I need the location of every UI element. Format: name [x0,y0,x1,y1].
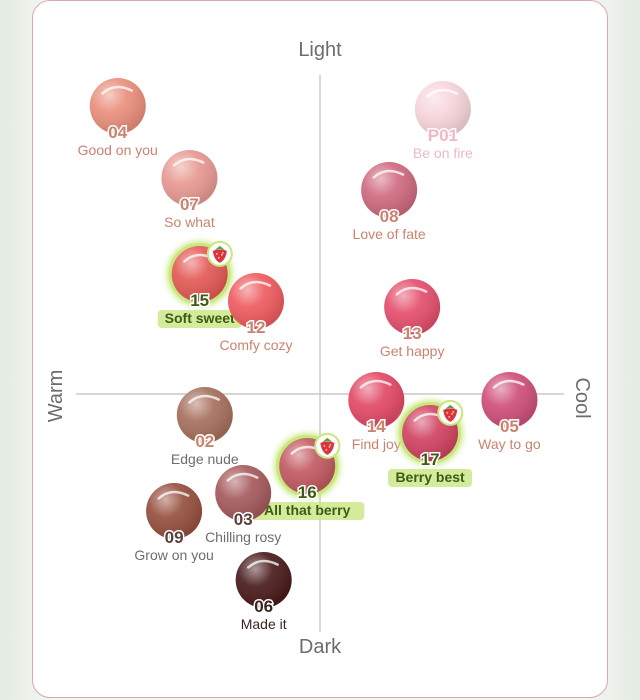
shade-number: 05 [500,417,519,436]
shade-name: Get happy [380,343,445,359]
shade-number: 08 [380,207,399,226]
shade-number: 09 [165,528,184,547]
axis-label-cool: Cool [571,377,593,418]
swatch-highlight [172,157,205,167]
shade-name: All that berry [264,502,351,518]
swatch-highlight [359,379,392,389]
shade-number: 13 [403,324,422,343]
strawberry-icon [206,240,233,267]
shade-name: Comfy cozy [219,337,292,353]
shade-name: Chilling rosy [205,529,281,545]
swatch-highlight [188,394,221,404]
shade-number: 17 [421,450,440,469]
highlight-label-bg [388,469,473,487]
shade-number: 15 [190,291,209,310]
shade-number: 12 [247,318,266,337]
shade-number: 03 [234,510,253,529]
shade-number: 07 [180,195,199,214]
shade-name: Be on fire [413,145,473,161]
shade-name: Love of fate [353,226,426,242]
swatch-highlight [372,169,405,179]
swatch-highlight [226,472,259,482]
shade-number: 06 [254,597,273,616]
shade-name: Edge nude [171,451,239,467]
shade-name: Good on you [78,142,158,158]
shade-name: Berry best [395,469,465,485]
shade-name: Way to go [478,436,541,452]
swatch-highlight [157,490,190,500]
shade-name: So what [164,214,215,230]
shade-name: Made it [241,616,287,632]
swatch-highlight [247,559,279,569]
swatch-highlight [101,85,134,95]
shade-number: 14 [367,417,386,436]
shade-number: P01 [428,126,458,145]
shade-name: Grow on you [134,547,213,563]
shade-name: Soft sweet [165,310,235,326]
axis-label-dark: Dark [299,636,342,658]
swatch-highlight [492,379,525,389]
strawberry-icon [314,432,341,459]
axis-label-light: Light [298,39,342,61]
axis-label-warm: Warm [45,370,67,423]
swatch-highlight [395,286,428,296]
strawberry-icon [437,399,464,426]
shade-number: 04 [108,123,127,142]
shade-number: 16 [298,483,317,502]
highlight-label-bg [157,310,242,328]
shade-name: Find joy [352,436,401,452]
swatch-highlight [426,88,459,98]
highlight-label-bg [250,502,365,520]
shade-number: 02 [195,432,214,451]
swatch-highlight [239,280,272,290]
